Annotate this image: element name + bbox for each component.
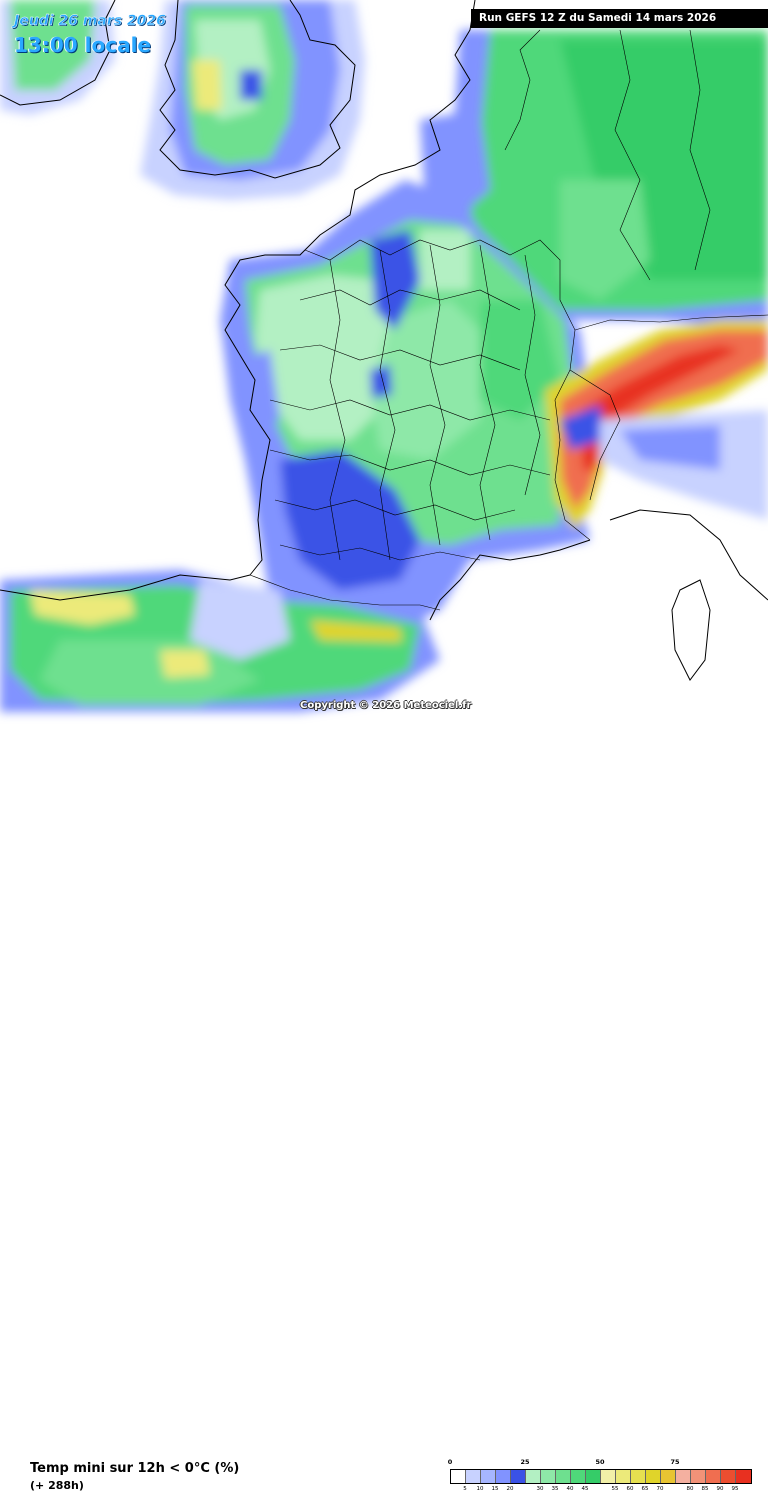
forecast-date: Jeudi 26 mars 2026 [14,13,166,29]
legend-swatch [496,1470,511,1483]
legend-swatch [631,1470,646,1483]
legend-minor-label: 20 [506,1486,514,1492]
legend-minor-label: 90 [716,1486,724,1492]
copyright-text: Copyright © 2026 Meteociel.fr [300,700,472,711]
legend-major-label: 50 [595,1458,605,1466]
forecast-time: 13:00 locale [14,33,151,57]
legend-swatches [450,1469,752,1484]
legend-major-label: 0 [447,1458,453,1466]
legend-swatch [511,1470,526,1483]
legend-swatch [691,1470,706,1483]
probability-map [0,0,768,728]
legend-swatch [556,1470,571,1483]
legend-minor-label: 30 [536,1486,544,1492]
legend-swatch [646,1470,661,1483]
legend-swatch [616,1470,631,1483]
legend-minor-label: 70 [656,1486,664,1492]
legend-minor-label: 15 [491,1486,499,1492]
legend-swatch [481,1470,496,1483]
legend-minor-label: 45 [581,1486,589,1492]
footer-panel: Temp mini sur 12h < 0°C (%) (+ 288h) 0 25… [0,728,768,1492]
legend-swatch [526,1470,541,1483]
legend-swatch [571,1470,586,1483]
legend-minor-label: 10 [476,1486,484,1492]
legend-swatch [706,1470,721,1483]
legend-minor-label: 40 [566,1486,574,1492]
legend-swatch [661,1470,676,1483]
legend-minor-label: 55 [611,1486,619,1492]
legend-minor-label: 35 [551,1486,559,1492]
legend-minor-label: 80 [686,1486,694,1492]
borders [249,29,768,611]
legend-major-label: 75 [670,1458,680,1466]
legend-swatch [676,1470,691,1483]
legend-swatch [466,1470,481,1483]
legend-minor-label: 95 [731,1486,739,1492]
legend-swatch [586,1470,601,1483]
run-banner: Run GEFS 12 Z du Samedi 14 mars 2026 [471,9,768,28]
color-legend: 0 25 50 75 5 10 15 20 30 35 40 45 55 60 65 70 80 85 90 95 [443,1458,753,1494]
legend-major-label: 25 [520,1458,530,1466]
legend-minor-label: 5 [463,1486,467,1492]
coastlines [0,0,768,681]
legend-minor-label: 65 [641,1486,649,1492]
legend-swatch [721,1470,736,1483]
legend-swatch [451,1470,466,1483]
lead-time-label: (+ 288h) [30,1479,84,1492]
legend-swatch [601,1470,616,1483]
legend-swatch [736,1470,751,1483]
legend-minor-label: 60 [626,1486,634,1492]
legend-swatch [541,1470,556,1483]
legend-minor-label: 85 [701,1486,709,1492]
probability-field [0,0,768,712]
variable-title: Temp mini sur 12h < 0°C (%) [30,1461,240,1476]
